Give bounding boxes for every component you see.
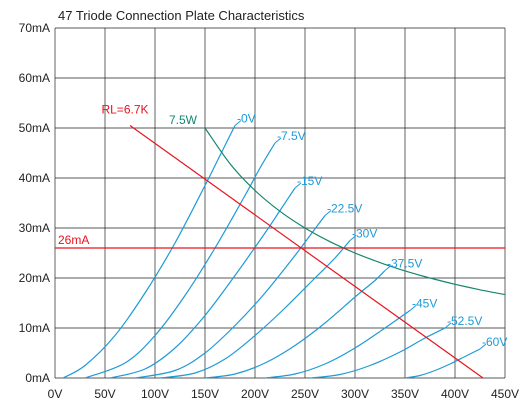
y-tick-label: 60mA <box>19 71 50 85</box>
x-tick-label: 50V <box>94 387 115 401</box>
x-tick-label: 150V <box>191 387 219 401</box>
series-label-rl-6-7k: RL=6.7K <box>101 103 148 117</box>
series-label-leader <box>234 120 242 126</box>
x-axis-ticks: 0V 50V 100V 150V 200V 250V 300V 350V 400V 450V <box>48 387 519 401</box>
y-tick-label: 10mA <box>19 321 50 335</box>
series-line-37-5v <box>204 270 386 379</box>
series-line-7-5w <box>204 127 506 296</box>
series-line-15v <box>109 187 296 379</box>
x-tick-label: 100V <box>141 387 169 401</box>
series-label-22-5v: -22.5V <box>327 202 362 216</box>
series-label-leader <box>384 265 392 271</box>
series-line-45v <box>264 310 411 379</box>
y-axis-ticks: 0mA 10mA 20mA 30mA 40mA 50mA 60mA 70mA <box>19 21 50 385</box>
series-label-7-5v: -7.5V <box>277 129 306 143</box>
series-label-leader <box>444 322 452 329</box>
series-label-leader <box>409 305 417 311</box>
series-label-leader <box>324 210 332 216</box>
y-tick-label: 70mA <box>19 21 50 35</box>
series-line-0v <box>62 125 236 379</box>
series-group <box>55 125 506 379</box>
series-line-30v <box>159 240 351 379</box>
series-label-7-5w: 7.5W <box>169 113 198 127</box>
series-line-52-5v <box>309 327 446 379</box>
x-tick-label: 250V <box>291 387 319 401</box>
y-tick-label: 20mA <box>19 271 50 285</box>
x-tick-label: 0V <box>48 387 63 401</box>
series-label-45v: -45V <box>412 297 437 311</box>
series-label-leader <box>294 182 302 189</box>
series-labels: -0V -7.5V -15V -22.5V -30V -37.5V -45V -52.5V-6… <box>58 103 507 350</box>
series-label-37-5v: -37.5V <box>387 257 422 271</box>
series-line-7-5v <box>84 142 276 379</box>
y-tick-label: 50mA <box>19 121 50 135</box>
series-line-rl-6-7k <box>129 125 484 379</box>
x-tick-label: 200V <box>241 387 269 401</box>
y-tick-label: 0mA <box>25 371 50 385</box>
series-label-leader <box>349 235 357 241</box>
x-tick-label: 400V <box>441 387 469 401</box>
series-label-52-5v: -52.5V <box>447 314 482 328</box>
series-label-leader <box>274 137 282 144</box>
chart-title: 47 Triode Connection Plate Characteristi… <box>58 8 305 23</box>
x-tick-label: 300V <box>341 387 369 401</box>
series-line-22-5v <box>134 215 326 379</box>
series-label-26ma: 26mA <box>58 233 89 247</box>
series-label-leader <box>479 343 487 350</box>
series-line-60v <box>404 348 481 379</box>
series-label-15v: -15V <box>297 174 322 188</box>
y-tick-label: 30mA <box>19 221 50 235</box>
y-tick-label: 40mA <box>19 171 50 185</box>
x-tick-label: 350V <box>391 387 419 401</box>
x-tick-label: 450V <box>491 387 519 401</box>
series-label-60v: -60V <box>482 335 507 349</box>
series-label-0v: -0V <box>237 112 256 126</box>
series-label-30v: -30V <box>352 227 377 241</box>
